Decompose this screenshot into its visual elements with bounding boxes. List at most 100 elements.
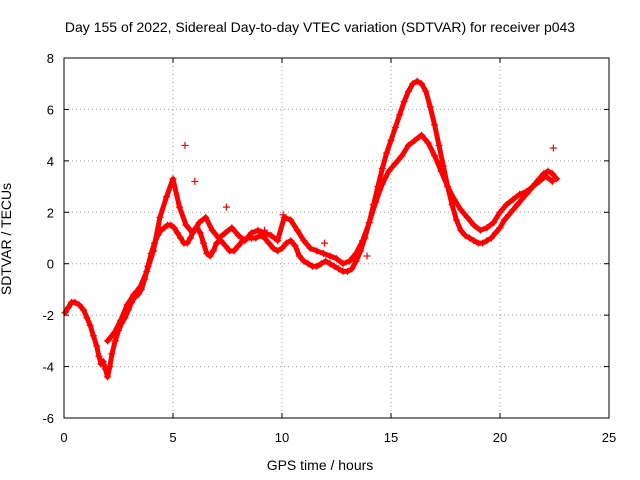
data-point — [487, 234, 495, 242]
data-point — [463, 213, 471, 221]
data-point — [483, 237, 491, 245]
y-tick-label: -2 — [42, 308, 54, 323]
data-point — [121, 314, 129, 322]
data-point — [241, 237, 249, 245]
data-point — [398, 152, 406, 160]
data-point — [330, 262, 338, 270]
data-point — [150, 239, 158, 247]
data-point — [404, 87, 412, 95]
data-point — [195, 219, 203, 227]
data-point — [228, 224, 236, 232]
data-points — [61, 77, 561, 381]
data-point — [304, 260, 312, 268]
y-tick-label: -4 — [42, 360, 54, 375]
y-tick-label: 8 — [47, 51, 54, 66]
data-point — [291, 242, 299, 250]
data-point — [479, 239, 487, 247]
data-point — [352, 249, 360, 257]
data-point — [173, 229, 181, 237]
data-point — [476, 226, 484, 234]
data-point — [548, 177, 556, 185]
data-point — [470, 221, 478, 229]
data-point — [343, 267, 351, 275]
data-point — [261, 226, 269, 234]
data-point — [108, 350, 116, 358]
data-point — [321, 239, 329, 247]
data-point — [470, 237, 478, 245]
data-point — [177, 234, 185, 242]
data-point — [457, 226, 465, 234]
data-point — [496, 208, 504, 216]
x-tick-label: 20 — [493, 430, 507, 445]
data-point — [313, 247, 321, 255]
data-point — [437, 167, 445, 175]
data-point — [183, 239, 191, 247]
data-point — [169, 175, 177, 183]
data-point — [409, 80, 417, 88]
data-point — [80, 306, 88, 314]
data-point — [418, 80, 426, 88]
data-point — [75, 301, 83, 309]
data-point — [411, 136, 419, 144]
data-point — [104, 373, 112, 381]
data-point — [461, 231, 469, 239]
data-point — [295, 252, 303, 260]
data-point — [265, 239, 273, 247]
data-point — [509, 195, 517, 203]
data-point — [378, 165, 386, 173]
x-tick-label: 10 — [275, 430, 289, 445]
axis-ticks: 0 5 10 15 20 25 -6 -4 -2 0 2 4 6 8 — [42, 51, 616, 445]
data-point — [279, 211, 287, 219]
data-point — [234, 231, 242, 239]
data-point — [144, 262, 152, 270]
data-point — [346, 257, 354, 265]
data-point — [104, 337, 112, 345]
data-point — [221, 242, 229, 250]
data-point — [278, 244, 286, 252]
data-point — [352, 257, 360, 265]
data-point — [200, 239, 208, 247]
data-point — [141, 275, 149, 283]
data-point — [431, 152, 439, 160]
data-point — [418, 131, 426, 139]
data-point — [170, 224, 178, 232]
data-point — [333, 255, 340, 263]
data-point — [544, 167, 552, 175]
data-point — [247, 229, 255, 237]
data-point — [448, 201, 456, 209]
data-point — [123, 301, 131, 309]
data-point — [128, 298, 136, 306]
data-point — [162, 193, 170, 201]
data-point — [452, 216, 460, 224]
data-point — [181, 141, 189, 149]
data-point — [492, 229, 500, 237]
data-point — [99, 357, 107, 365]
data-point — [553, 175, 561, 183]
data-point — [206, 252, 214, 260]
data-point — [130, 291, 138, 299]
data-point — [86, 321, 94, 329]
series-trace-secondary — [105, 132, 555, 344]
data-point — [404, 141, 412, 149]
data-point — [156, 213, 164, 221]
data-point — [500, 216, 508, 224]
data-point — [124, 306, 132, 314]
data-point — [322, 257, 330, 265]
data-point — [424, 139, 432, 147]
data-point — [431, 121, 439, 129]
data-point — [71, 298, 79, 306]
data-point — [518, 195, 526, 203]
data-point — [426, 103, 434, 111]
data-point — [193, 224, 201, 232]
data-point — [136, 283, 144, 291]
data-point — [111, 337, 119, 345]
data-point — [182, 221, 190, 229]
data-point — [378, 180, 386, 188]
data-point — [176, 203, 184, 211]
x-tick-label: 25 — [602, 430, 616, 445]
data-point — [117, 316, 125, 324]
data-point — [363, 252, 371, 260]
data-point — [287, 237, 295, 245]
data-point — [489, 219, 497, 227]
data-point — [505, 211, 513, 219]
